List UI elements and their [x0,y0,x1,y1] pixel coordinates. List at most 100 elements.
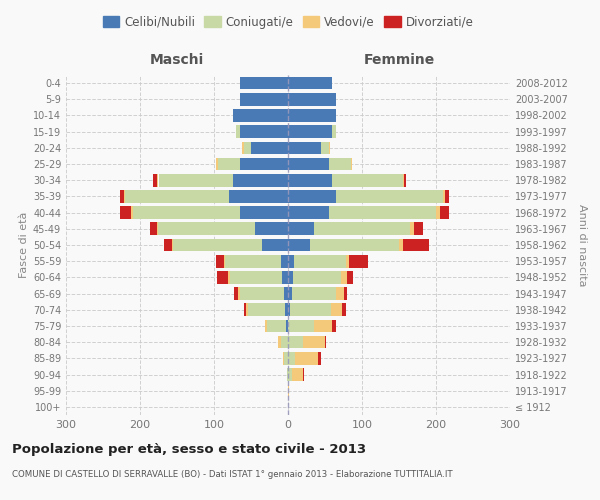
Bar [341,271,347,283]
Bar [229,190,288,202]
Bar [288,320,314,332]
Bar [343,288,347,300]
Bar [336,288,343,300]
Bar [404,174,406,186]
Y-axis label: Fasce di età: Fasce di età [19,212,29,278]
Bar [125,190,229,202]
Bar [288,288,292,300]
Bar [325,336,326,348]
Bar [403,238,428,252]
Bar [287,368,288,381]
Bar [288,304,290,316]
Legend: Celibi/Nubili, Coniugati/e, Vedovi/e, Divorziati/e: Celibi/Nubili, Coniugati/e, Vedovi/e, Di… [98,11,478,34]
Bar [248,304,285,316]
Bar [329,206,436,219]
Bar [336,190,443,202]
Bar [288,368,292,381]
Bar [440,206,449,219]
Bar [293,271,341,283]
Bar [314,320,332,332]
Bar [294,255,346,268]
Bar [347,271,353,283]
Bar [288,142,322,154]
Bar [224,255,225,268]
Bar [399,238,403,252]
Bar [288,206,329,219]
Bar [120,206,131,219]
Bar [240,126,288,138]
Text: Maschi: Maschi [150,54,204,68]
Bar [288,93,336,106]
Bar [158,222,254,235]
Bar [414,222,422,235]
Bar [292,288,336,300]
Bar [240,77,288,90]
Bar [288,352,295,364]
Bar [288,126,332,138]
Bar [288,384,289,397]
Bar [120,190,124,202]
Bar [251,142,288,154]
Bar [288,109,336,122]
Bar [403,174,404,186]
Bar [262,238,288,252]
Bar [238,288,240,300]
Bar [332,174,403,186]
Bar [329,142,330,154]
Bar [410,222,414,235]
Bar [288,174,332,186]
Bar [149,222,157,235]
Bar [317,352,322,364]
Bar [288,222,314,235]
Bar [443,190,445,202]
Bar [240,206,288,219]
Bar [284,288,288,300]
Bar [303,368,304,381]
Bar [288,336,303,348]
Bar [172,238,173,252]
Bar [240,93,288,106]
Bar [216,255,224,268]
Bar [242,142,244,154]
Bar [284,352,288,364]
Bar [228,271,230,283]
Bar [218,158,240,170]
Bar [244,142,251,154]
Bar [288,190,336,202]
Bar [288,271,293,283]
Bar [281,336,288,348]
Bar [436,206,440,219]
Bar [329,158,351,170]
Bar [292,368,303,381]
Bar [157,174,158,186]
Bar [131,206,133,219]
Text: COMUNE DI CASTELLO DI SERRAVALLE (BO) - Dati ISTAT 1° gennaio 2013 - Elaborazion: COMUNE DI CASTELLO DI SERRAVALLE (BO) - … [12,470,452,479]
Bar [133,206,240,219]
Bar [310,238,399,252]
Bar [332,320,336,332]
Bar [285,304,288,316]
Bar [157,222,158,235]
Bar [282,271,288,283]
Bar [303,336,325,348]
Bar [288,77,332,90]
Bar [158,174,233,186]
Bar [124,190,125,202]
Bar [288,158,329,170]
Bar [351,158,352,170]
Bar [234,288,238,300]
Bar [267,320,286,332]
Bar [342,304,346,316]
Y-axis label: Anni di nascita: Anni di nascita [577,204,587,286]
Bar [283,352,284,364]
Bar [322,142,329,154]
Bar [216,158,218,170]
Bar [244,304,246,316]
Bar [346,255,349,268]
Bar [290,304,331,316]
Bar [240,158,288,170]
Bar [295,352,317,364]
Bar [331,304,342,316]
Bar [236,126,240,138]
Bar [281,255,288,268]
